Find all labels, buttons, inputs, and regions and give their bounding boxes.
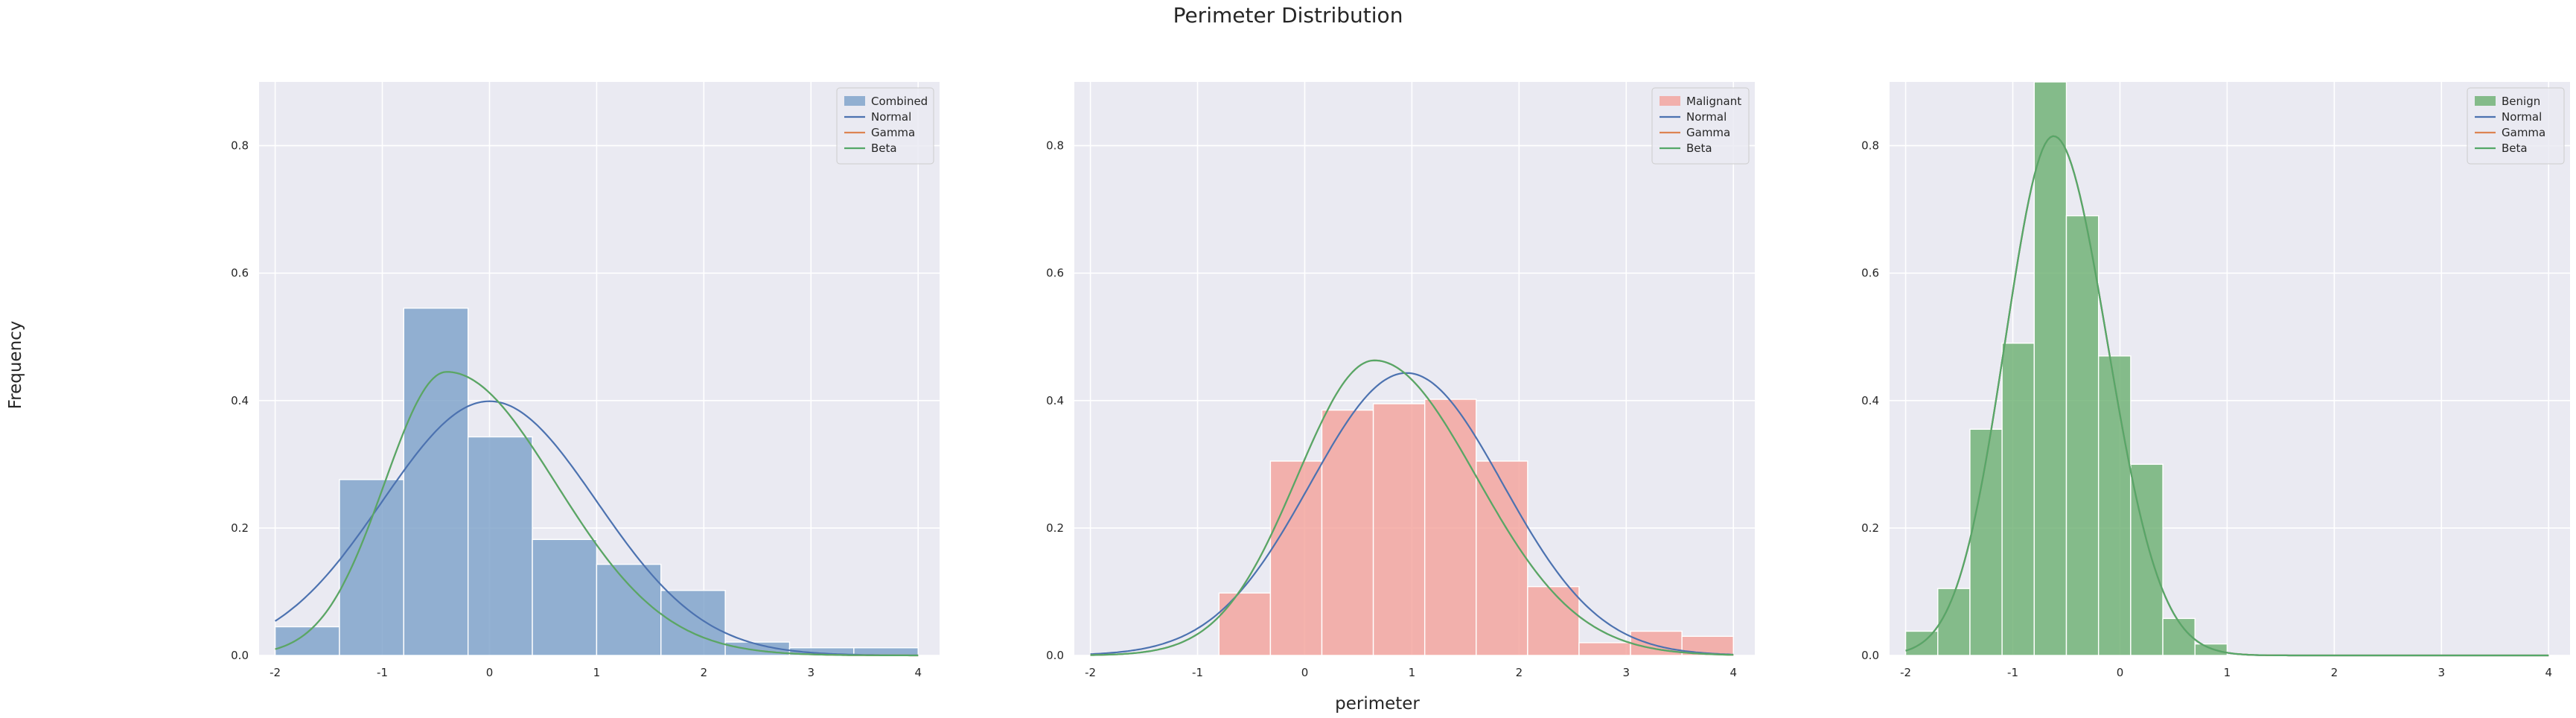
y-tick-label: 0.2 (1046, 521, 1064, 535)
x-tick-label: 3 (808, 666, 815, 679)
histogram-bar (1937, 588, 1971, 656)
x-tick-label: 0 (2117, 666, 2124, 679)
x-tick-label: 4 (2545, 666, 2552, 679)
y-tick-label: 0.0 (231, 649, 249, 662)
histogram-bar (1269, 460, 1323, 656)
x-tick-label: -1 (1192, 666, 1203, 679)
legend-frame (836, 87, 934, 165)
histogram-bar (1969, 428, 2003, 656)
histogram-bar (2033, 81, 2068, 656)
legend-label: Combined (871, 95, 928, 108)
y-tick-label: 0.6 (1861, 267, 1879, 280)
histogram-bar (2097, 355, 2132, 656)
legend-label: Gamma (1686, 126, 1730, 139)
y-tick-label: 0.4 (231, 394, 249, 407)
legend-label: Gamma (871, 126, 915, 139)
curve-beta (1905, 135, 2549, 657)
x-tick-label: -1 (2007, 666, 2018, 679)
histogram-bar (467, 436, 533, 656)
legend-frame (2467, 87, 2565, 165)
x-tick-label: 1 (1409, 666, 1416, 679)
histogram-bar (2001, 343, 2035, 656)
histogram-bar (1476, 460, 1528, 656)
curve-beta (1090, 359, 1734, 656)
histogram-bar (1527, 585, 1580, 656)
histogram-bar (596, 563, 662, 656)
histogram-bar (1321, 409, 1374, 656)
legend-frame (1651, 87, 1750, 165)
y-tick-label: 0.6 (231, 267, 249, 280)
legend-patch (2475, 96, 2496, 106)
legend-patch (1660, 96, 1680, 106)
x-axis-label: perimeter (1335, 694, 1420, 714)
histogram-bar (1372, 403, 1426, 656)
y-tick-label: 0.4 (1861, 394, 1879, 407)
y-tick-label: 0.0 (1861, 649, 1879, 662)
legend-label: Normal (871, 110, 911, 124)
histogram-bar (532, 538, 598, 656)
y-tick-label: 0.2 (1861, 521, 1879, 535)
x-tick-label: 0 (1301, 666, 1309, 679)
x-tick-label: 0 (486, 666, 494, 679)
x-tick-label: -2 (1900, 666, 1911, 679)
x-tick-label: 2 (1516, 666, 1523, 679)
legend-patch (844, 96, 865, 106)
y-tick-label: 0.4 (1046, 394, 1064, 407)
legend-label: Beta (1686, 142, 1712, 155)
y-tick-label: 0.8 (1861, 139, 1879, 153)
histogram-bar (339, 479, 405, 656)
x-tick-label: -2 (1085, 666, 1096, 679)
panel-malignant: -2 -1 0 1 2 3 4 0.0 0.2 0.4 0.6 0.8 Malignant Normal G… (1046, 82, 1755, 679)
x-tick-label: 3 (1623, 666, 1630, 679)
x-tick-label: 4 (1729, 666, 1737, 679)
y-tick-label: 0.2 (231, 521, 249, 535)
legend: Malignant Normal Gamma Beta (1651, 87, 1750, 165)
legend-label: Gamma (2502, 126, 2545, 139)
x-tick-label: -1 (377, 666, 388, 679)
histogram-bar (2065, 215, 2100, 656)
legend: Combined Normal Gamma Beta (836, 87, 934, 165)
panel-combined: -2 -1 0 1 2 3 4 0.0 0.2 0.4 0.6 0.8 Combined Normal Ga… (231, 82, 940, 679)
histogram-bar (2162, 617, 2196, 656)
y-tick-label: 0.8 (231, 139, 249, 153)
curve-beta (275, 371, 919, 657)
histogram-bar (1424, 398, 1477, 656)
histogram-bar (2194, 643, 2228, 656)
legend-label: Beta (871, 142, 897, 155)
x-tick-label: 4 (914, 666, 922, 679)
x-tick-label: 2 (2331, 666, 2339, 679)
histogram-bar (1578, 642, 1631, 656)
histogram-bar (1218, 592, 1272, 656)
y-tick-label: 0.8 (1046, 139, 1064, 153)
legend-label: Beta (2502, 142, 2528, 155)
panel-benign: -2 -1 0 1 2 3 4 0.0 0.2 0.4 0.6 0.8 Benign Normal Gamm… (1861, 81, 2570, 679)
y-tick-label: 0.0 (1046, 649, 1064, 662)
curve-normal (275, 400, 919, 656)
y-axis-label: Frequency (6, 321, 25, 410)
histogram-bar (660, 590, 726, 656)
legend-label: Benign (2502, 95, 2540, 108)
legend: Benign Normal Gamma Beta (2467, 87, 2565, 165)
x-tick-label: 1 (593, 666, 601, 679)
x-tick-label: 3 (2438, 666, 2446, 679)
x-tick-label: -2 (270, 666, 281, 679)
histogram-bar (274, 626, 340, 656)
figure-title: Perimeter Distribution (1173, 3, 1403, 28)
legend-label: Malignant (1686, 95, 1741, 108)
histogram-bar (403, 308, 469, 656)
curve-normal (1090, 372, 1734, 655)
x-tick-label: 2 (701, 666, 708, 679)
y-tick-label: 0.6 (1046, 267, 1064, 280)
legend-label: Normal (1686, 110, 1727, 124)
legend-label: Normal (2502, 110, 2542, 124)
x-tick-label: 1 (2224, 666, 2231, 679)
panels: -2 -1 0 1 2 3 4 0.0 0.2 0.4 0.6 0.8 Combined Normal Ga… (231, 81, 2570, 679)
